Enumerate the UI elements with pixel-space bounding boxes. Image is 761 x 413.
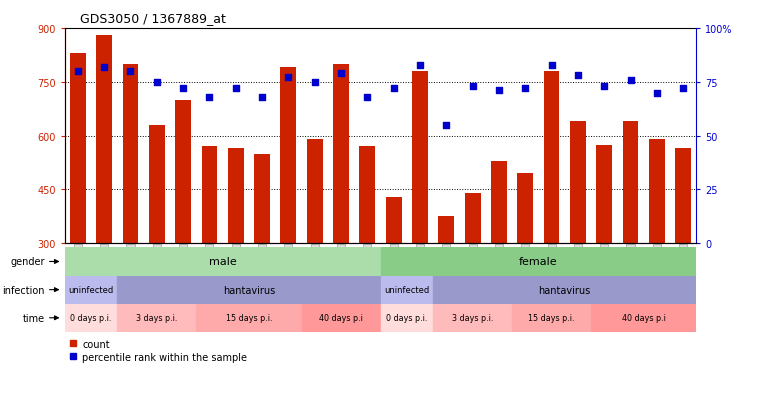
Text: 0 days p.i.: 0 days p.i. <box>70 313 112 323</box>
Point <box>572 73 584 79</box>
Point <box>203 94 215 101</box>
Text: 15 days p.i.: 15 days p.i. <box>528 313 575 323</box>
Point <box>335 71 347 77</box>
Point <box>598 83 610 90</box>
Point <box>151 79 163 86</box>
Bar <box>380 276 433 304</box>
Point <box>625 77 637 84</box>
Text: 3 days p.i.: 3 days p.i. <box>136 313 177 323</box>
Point <box>361 94 374 101</box>
Text: 40 days p.i: 40 days p.i <box>622 313 666 323</box>
Bar <box>622 122 638 244</box>
Bar <box>380 248 696 276</box>
Point <box>677 86 689 93</box>
Text: male: male <box>209 257 237 267</box>
Bar <box>96 36 112 244</box>
Text: hantavirus: hantavirus <box>223 285 275 295</box>
Bar <box>254 154 270 244</box>
Bar <box>202 147 218 244</box>
Point <box>256 94 268 101</box>
Bar <box>65 248 380 276</box>
Text: 3 days p.i.: 3 days p.i. <box>452 313 493 323</box>
Point <box>72 69 84 75</box>
Bar <box>412 72 428 244</box>
Text: infection: infection <box>2 285 45 295</box>
Bar <box>117 276 380 304</box>
Point <box>466 83 479 90</box>
Point <box>493 88 505 95</box>
Point <box>651 90 663 97</box>
Bar <box>65 304 117 332</box>
Text: hantavirus: hantavirus <box>539 285 591 295</box>
Point <box>440 122 452 129</box>
Bar <box>491 161 507 244</box>
Bar <box>307 140 323 244</box>
Point <box>309 79 321 86</box>
Bar <box>149 126 164 244</box>
Bar <box>117 304 196 332</box>
Bar <box>512 304 591 332</box>
Text: 15 days p.i.: 15 days p.i. <box>226 313 272 323</box>
Point <box>519 86 531 93</box>
Point <box>98 64 110 71</box>
Legend: count, percentile rank within the sample: count, percentile rank within the sample <box>69 339 247 362</box>
Bar <box>386 197 402 244</box>
Bar <box>380 304 433 332</box>
Bar <box>517 174 533 244</box>
Point <box>546 62 558 69</box>
Bar <box>65 276 117 304</box>
Bar <box>675 149 691 244</box>
Bar <box>597 145 612 244</box>
Text: uninfected: uninfected <box>384 285 429 294</box>
Point <box>230 86 242 93</box>
Point <box>282 75 295 82</box>
Bar <box>70 54 86 244</box>
Text: 40 days p.i: 40 days p.i <box>319 313 363 323</box>
Bar <box>649 140 665 244</box>
Bar <box>175 100 191 244</box>
Bar <box>228 149 244 244</box>
Point <box>414 62 426 69</box>
Bar <box>333 65 349 244</box>
Bar <box>570 122 586 244</box>
Text: GDS3050 / 1367889_at: GDS3050 / 1367889_at <box>80 12 226 25</box>
Point <box>387 86 400 93</box>
Bar <box>438 217 454 244</box>
Bar <box>359 147 375 244</box>
Bar <box>281 68 296 244</box>
Bar <box>591 304 696 332</box>
Bar <box>196 304 301 332</box>
Bar <box>465 194 480 244</box>
Bar <box>543 72 559 244</box>
Bar <box>433 304 512 332</box>
Bar <box>123 65 139 244</box>
Text: female: female <box>519 257 558 267</box>
Point <box>124 69 136 75</box>
Text: gender: gender <box>11 257 45 267</box>
Point <box>177 86 189 93</box>
Text: uninfected: uninfected <box>68 285 113 294</box>
Bar <box>433 276 696 304</box>
Text: time: time <box>23 313 45 323</box>
Text: 0 days p.i.: 0 days p.i. <box>386 313 428 323</box>
Bar <box>301 304 380 332</box>
